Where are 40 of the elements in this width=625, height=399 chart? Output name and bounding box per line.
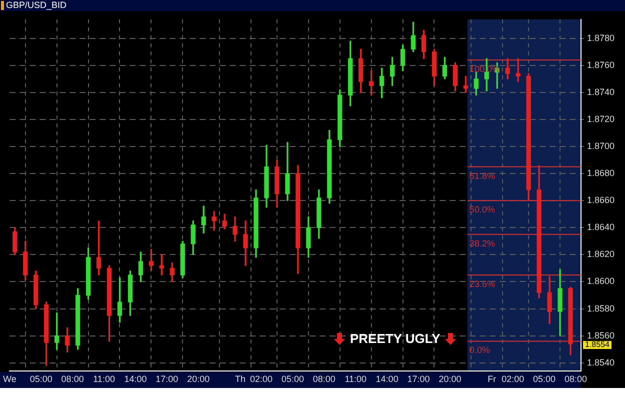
x-tick-label: 05:00 <box>30 374 52 384</box>
x-tick-label: 17:00 <box>407 374 430 384</box>
y-tick-label: 1.8700 <box>587 141 615 151</box>
y-tick-label: 1.8640 <box>587 222 615 232</box>
chart-title: GBP/USD_BID <box>6 0 67 11</box>
x-tick-label: 08:00 <box>564 374 588 384</box>
y-tick-label: 1.8620 <box>587 249 615 260</box>
y-tick-label: 1.8760 <box>587 60 615 70</box>
annotation: 61.8% <box>469 170 495 181</box>
y-tick-label: 1.8780 <box>587 32 615 43</box>
x-tick-label: 05:00 <box>281 374 304 384</box>
x-tick-label: 08:00 <box>312 374 336 384</box>
y-tick-label: 1.8540 <box>587 357 615 368</box>
x-tick-label: Th <box>235 374 246 384</box>
x-tick-label: 14:00 <box>376 374 398 384</box>
x-tick-label: 02:00 <box>502 374 524 384</box>
x-tick-label: 14:00 <box>124 374 147 384</box>
annotation: 38.2% <box>469 238 495 248</box>
x-tick-label: 20:00 <box>187 374 210 384</box>
annotation: PREETY UGLY <box>350 331 440 346</box>
x-tick-label: 20:00 <box>438 374 462 384</box>
y-tick-label: 1.8600 <box>587 276 615 286</box>
x-tick-label: 11:00 <box>93 374 115 384</box>
x-tick-label: We <box>2 374 16 384</box>
y-tick-label: 1.8740 <box>587 86 615 97</box>
x-tick-label: 08:00 <box>61 374 84 384</box>
annotation: 23.6% <box>469 278 495 289</box>
annotation: 0.0% <box>469 345 490 356</box>
y-tick-label: 1.8580 <box>587 303 615 314</box>
annotation: 50.0% <box>469 204 495 215</box>
text: 1.8554 <box>585 340 610 350</box>
y-tick-label: 1.8680 <box>587 168 615 178</box>
y-tick-label: 1.8560 <box>587 330 615 340</box>
y-tick-label: 1.8720 <box>587 114 615 124</box>
x-tick-label: 05:00 <box>533 374 556 384</box>
x-tick-label: 02:00 <box>250 374 273 384</box>
y-tick-label: 1.8660 <box>587 195 615 206</box>
x-tick-label: Fr <box>488 374 496 384</box>
x-tick-label: 17:00 <box>156 374 178 384</box>
x-tick-label: 11:00 <box>344 374 367 384</box>
